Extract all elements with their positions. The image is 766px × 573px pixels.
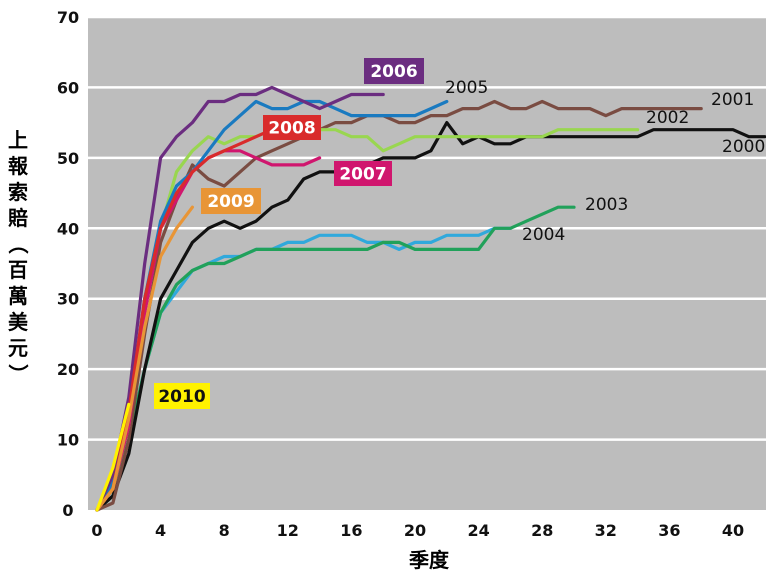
series-label-text: 2004 bbox=[522, 225, 565, 245]
series-line-2003 bbox=[95, 205, 576, 512]
y-axis-label-char: 賠 bbox=[8, 206, 28, 230]
series-label-text: 2000 bbox=[722, 137, 765, 157]
x-tick-label: 36 bbox=[658, 521, 680, 540]
series-line-2000 bbox=[95, 120, 766, 512]
series-label-2002: 2002 bbox=[646, 108, 689, 128]
x-axis-ticks: 0 4 8 12 16 20 24 28 32 36 40 bbox=[91, 521, 744, 540]
series-label-text: 2008 bbox=[268, 119, 315, 139]
series-label-box bbox=[201, 188, 261, 214]
x-tick-label: 28 bbox=[531, 521, 553, 540]
y-axis-label-char: （ bbox=[6, 234, 30, 254]
series-label-2001: 2001 bbox=[711, 90, 754, 110]
series-line-2010 bbox=[95, 402, 131, 512]
series-label-text: 2005 bbox=[445, 78, 488, 98]
plot-background bbox=[88, 17, 766, 510]
y-axis-label-char: 百 bbox=[8, 258, 28, 282]
series-label-2005: 2005 bbox=[445, 78, 488, 98]
y-tick-label: 40 bbox=[57, 219, 79, 238]
y-tick-label: 0 bbox=[62, 501, 73, 520]
series-label-text: 2003 bbox=[585, 195, 628, 215]
y-tick-label: 50 bbox=[57, 149, 79, 168]
y-tick-label: 10 bbox=[57, 431, 79, 450]
y-axis-ticks: 0 10 20 30 40 50 60 70 bbox=[57, 8, 79, 520]
x-tick-label: 0 bbox=[91, 521, 102, 540]
series-label-box bbox=[364, 58, 424, 84]
series-label-2007: 2007 bbox=[334, 161, 392, 186]
x-tick-label: 12 bbox=[277, 521, 299, 540]
y-tick-label: 30 bbox=[57, 290, 79, 309]
x-tick-label: 20 bbox=[404, 521, 426, 540]
x-tick-label: 24 bbox=[467, 521, 489, 540]
series-label-2003: 2003 bbox=[585, 195, 628, 215]
series-line-2006 bbox=[95, 85, 385, 512]
y-axis-label-char: 萬 bbox=[8, 284, 28, 308]
series-label-2008: 2008 bbox=[263, 115, 321, 140]
y-axis-label-char: 元 bbox=[8, 336, 28, 360]
x-tick-label: 16 bbox=[340, 521, 362, 540]
x-axis-label: 季度 bbox=[408, 548, 450, 572]
y-axis-label-char: 上 bbox=[8, 128, 28, 152]
y-axis-label-char: 報 bbox=[8, 154, 29, 178]
series-label-text: 2009 bbox=[207, 192, 254, 212]
x-tick-label: 4 bbox=[155, 521, 166, 540]
series-label-2000: 2000 bbox=[722, 137, 765, 157]
series-label-2004: 2004 bbox=[522, 225, 565, 245]
series-lines bbox=[95, 85, 766, 512]
y-axis-label-char: ） bbox=[6, 364, 30, 384]
series-label-box bbox=[154, 383, 210, 409]
x-tick-label: 40 bbox=[722, 521, 744, 540]
y-tick-label: 20 bbox=[57, 360, 79, 379]
series-label-text: 2002 bbox=[646, 108, 689, 128]
y-tick-label: 60 bbox=[57, 78, 79, 97]
series-labels: 2000 2001 2002 2003 2004 2005 2006 2007 2008 2009… bbox=[154, 58, 765, 409]
x-tick-label: 8 bbox=[219, 521, 230, 540]
series-label-box bbox=[263, 115, 321, 140]
series-label-2009: 2009 bbox=[201, 188, 261, 214]
y-axis-label-char: 美 bbox=[8, 310, 29, 334]
y-tick-label: 70 bbox=[57, 8, 79, 27]
series-label-2006: 2006 bbox=[364, 58, 424, 84]
series-label-box bbox=[334, 161, 392, 186]
series-label-2010: 2010 bbox=[154, 383, 210, 409]
y-axis-label-char: 索 bbox=[8, 180, 28, 204]
series-label-text: 2010 bbox=[158, 387, 205, 407]
series-label-text: 2007 bbox=[339, 165, 386, 185]
series-label-text: 2001 bbox=[711, 90, 754, 110]
x-tick-label: 32 bbox=[595, 521, 617, 540]
series-label-text: 2006 bbox=[370, 62, 417, 82]
series-line-2002 bbox=[95, 120, 640, 512]
series-line-2009 bbox=[95, 205, 194, 512]
series-line-2001 bbox=[95, 99, 703, 512]
